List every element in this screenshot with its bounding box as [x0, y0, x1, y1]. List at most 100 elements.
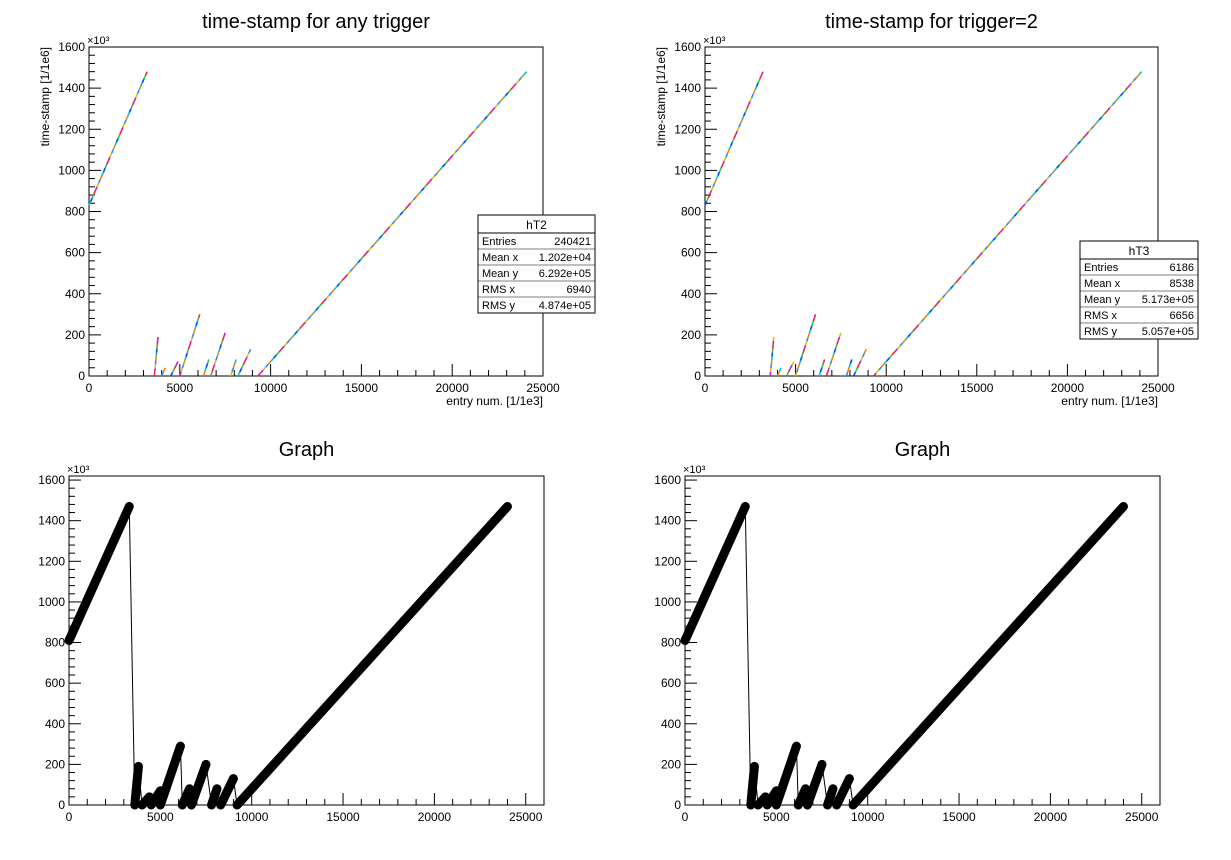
stats-row-value: 4.874e+05	[539, 300, 591, 312]
y-tick-label: 400	[65, 287, 85, 301]
y-tick-label: 600	[681, 246, 701, 260]
y-tick-label: 200	[65, 328, 85, 342]
stats-row-label: Mean x	[482, 252, 519, 264]
y-tick-label: 1000	[654, 595, 681, 609]
stats-row-value: 8538	[1170, 278, 1194, 290]
stats-row-label: Entries	[482, 236, 517, 248]
stats-row-value: 240421	[554, 236, 591, 248]
y-tick-label: 1400	[654, 514, 681, 528]
stats-row-value: 5.173e+05	[1142, 294, 1194, 306]
x-tick-label: 0	[682, 810, 689, 824]
x-tick-label: 15000	[345, 381, 379, 395]
y-tick-label: 200	[45, 757, 65, 771]
stats-row-label: Mean x	[1084, 278, 1121, 290]
y-tick-label: 0	[58, 798, 65, 812]
y-axis-label: time-stamp [1/1e6]	[654, 47, 668, 146]
y-tick-label: 0	[78, 369, 85, 383]
x-axis-label: entry num. [1/1e3]	[446, 394, 543, 408]
y-tick-label: 1400	[674, 81, 701, 95]
x-tick-label: 25000	[509, 810, 543, 824]
chart-panel-2: time-stamp for trigger=2 0 200 400 600 800 100…	[654, 11, 1198, 408]
y-exponent-label: ×10³	[67, 464, 90, 476]
x-tick-label: 0	[66, 810, 73, 824]
y-tick-label: 0	[674, 798, 681, 812]
stats-row-label: Mean y	[1084, 294, 1121, 306]
stats-row-label: Entries	[1084, 262, 1119, 274]
data-segment-8	[828, 789, 833, 805]
x-tick-label: 10000	[870, 381, 904, 395]
x-tick-label: 5000	[763, 810, 790, 824]
y-tick-label: 1400	[38, 514, 65, 528]
chart-title: time-stamp for any trigger	[202, 11, 430, 33]
stats-row-value: 5.057e+05	[1142, 326, 1194, 338]
plot-frame	[685, 476, 1160, 805]
stats-row-label: RMS y	[482, 300, 516, 312]
y-tick-label: 400	[681, 287, 701, 301]
x-tick-label: 15000	[326, 810, 360, 824]
x-axis-label: entry num. [1/1e3]	[1061, 394, 1158, 408]
y-tick-label: 1000	[58, 163, 85, 177]
stats-row-label: RMS x	[482, 284, 516, 296]
y-tick-label: 800	[65, 205, 85, 219]
y-tick-label: 1200	[674, 122, 701, 136]
x-tick-label: 0	[86, 381, 93, 395]
x-tick-label: 25000	[1141, 381, 1175, 395]
stats-row-label: Mean y	[482, 268, 519, 280]
y-tick-label: 1600	[38, 473, 65, 487]
stats-name: hT3	[1129, 244, 1150, 258]
chart-title: Graph	[895, 439, 951, 461]
x-tick-label: 15000	[960, 381, 994, 395]
data-segment-2	[135, 766, 139, 805]
y-tick-label: 800	[681, 205, 701, 219]
y-exponent-label: ×10³	[87, 35, 110, 47]
y-tick-label: 1600	[674, 40, 701, 54]
stats-row-value: 6.292e+05	[539, 268, 591, 280]
y-tick-label: 1600	[654, 473, 681, 487]
y-tick-label: 800	[45, 636, 65, 650]
x-tick-label: 20000	[436, 381, 470, 395]
y-tick-label: 200	[661, 757, 681, 771]
y-tick-label: 1200	[654, 554, 681, 568]
x-tick-label: 10000	[254, 381, 288, 395]
stats-row-label: RMS y	[1084, 326, 1118, 338]
plot-frame	[89, 47, 543, 376]
y-exponent-label: ×10³	[703, 35, 726, 47]
stats-name: hT2	[526, 218, 547, 232]
x-tick-label: 25000	[1125, 810, 1159, 824]
y-tick-label: 200	[681, 328, 701, 342]
y-tick-label: 600	[45, 676, 65, 690]
x-tick-label: 20000	[418, 810, 452, 824]
chart-panel-1: time-stamp for any trigger02004006008001…	[38, 11, 595, 408]
stats-row-value: 6656	[1170, 310, 1194, 322]
chart-title: time-stamp for trigger=2	[825, 11, 1038, 33]
x-tick-label: 5000	[147, 810, 174, 824]
x-tick-label: 5000	[166, 381, 193, 395]
stats-row-label: RMS x	[1084, 310, 1118, 322]
y-tick-label: 1600	[58, 40, 85, 54]
stats-box: hT2 Entries 240421 Mean x 1.202e+04 Mean y 6.2…	[478, 215, 595, 313]
x-tick-label: 5000	[782, 381, 809, 395]
y-tick-label: 1000	[674, 163, 701, 177]
plot-frame	[69, 476, 544, 805]
y-tick-label: 400	[661, 717, 681, 731]
x-tick-label: 20000	[1034, 810, 1068, 824]
x-tick-label: 0	[702, 381, 709, 395]
y-tick-label: 1200	[58, 122, 85, 136]
stats-row-value: 1.202e+04	[539, 252, 591, 264]
y-tick-label: 400	[45, 717, 65, 731]
y-tick-label: 1200	[38, 554, 65, 568]
x-tick-label: 10000	[235, 810, 269, 824]
data-segment-2	[751, 766, 755, 805]
y-tick-label: 600	[661, 676, 681, 690]
x-tick-label: 10000	[851, 810, 885, 824]
y-tick-label: 1400	[58, 81, 85, 95]
y-axis-label: time-stamp [1/1e6]	[38, 47, 52, 146]
y-tick-label: 0	[694, 369, 701, 383]
x-tick-label: 25000	[526, 381, 560, 395]
data-segment-8	[212, 789, 217, 805]
x-tick-label: 20000	[1051, 381, 1085, 395]
